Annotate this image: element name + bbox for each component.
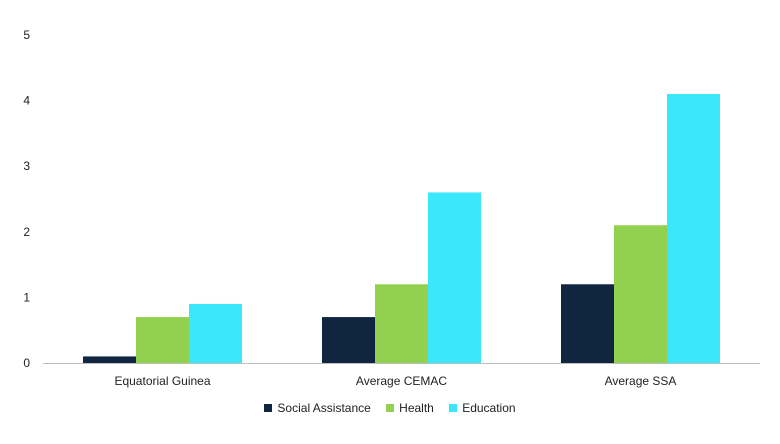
- x-tick-label-0: Equatorial Guinea: [114, 374, 210, 388]
- legend: Social Assistance Health Education: [0, 400, 780, 415]
- x-tick-label-2: Average SSA: [605, 374, 677, 388]
- y-tick-label-3: 3: [23, 159, 30, 173]
- bar-social-assistance-2: [561, 284, 614, 363]
- legend-item-health: Health: [386, 401, 434, 415]
- legend-item-education: Education: [449, 400, 516, 415]
- legend-label-education: Education: [462, 400, 516, 415]
- legend-swatch-social-assistance: [264, 403, 273, 412]
- legend-label-health: Health: [399, 400, 434, 415]
- bar-health-0: [136, 317, 189, 363]
- y-tick-label-5: 5: [23, 28, 30, 42]
- bar-education-2: [667, 94, 720, 363]
- bar-education-1: [428, 192, 481, 363]
- y-tick-label-2: 2: [23, 225, 30, 239]
- legend-swatch-education: [449, 403, 458, 412]
- y-tick-label-1: 1: [23, 290, 30, 304]
- legend-label-social-assistance: Social Assistance: [277, 400, 371, 415]
- bar-social-assistance-0: [83, 356, 136, 363]
- bar-education-0: [189, 303, 242, 363]
- x-tick-label-1: Average CEMAC: [356, 374, 447, 388]
- legend-item-social-assistance: Social Assistance: [264, 400, 371, 415]
- y-tick-label-4: 4: [23, 94, 30, 108]
- bar-health-2: [614, 225, 667, 363]
- bar-health-1: [375, 284, 428, 363]
- legend-swatch-health: [386, 403, 395, 412]
- bar-social-assistance-1: [322, 317, 375, 363]
- y-tick-label-0: 0: [23, 356, 30, 370]
